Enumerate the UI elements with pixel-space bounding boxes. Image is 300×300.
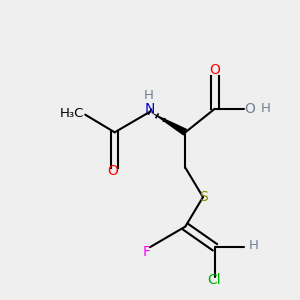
Text: F: F <box>142 244 151 259</box>
Text: H: H <box>144 89 154 102</box>
Text: S: S <box>199 190 207 204</box>
Text: O: O <box>244 102 255 116</box>
Polygon shape <box>150 112 187 136</box>
Text: H₃C: H₃C <box>59 107 84 120</box>
Text: N: N <box>145 102 155 116</box>
Text: H: H <box>260 102 270 115</box>
Text: Cl: Cl <box>207 273 221 286</box>
Text: H: H <box>249 239 259 252</box>
Text: O: O <box>209 63 220 76</box>
Text: O: O <box>107 164 118 178</box>
